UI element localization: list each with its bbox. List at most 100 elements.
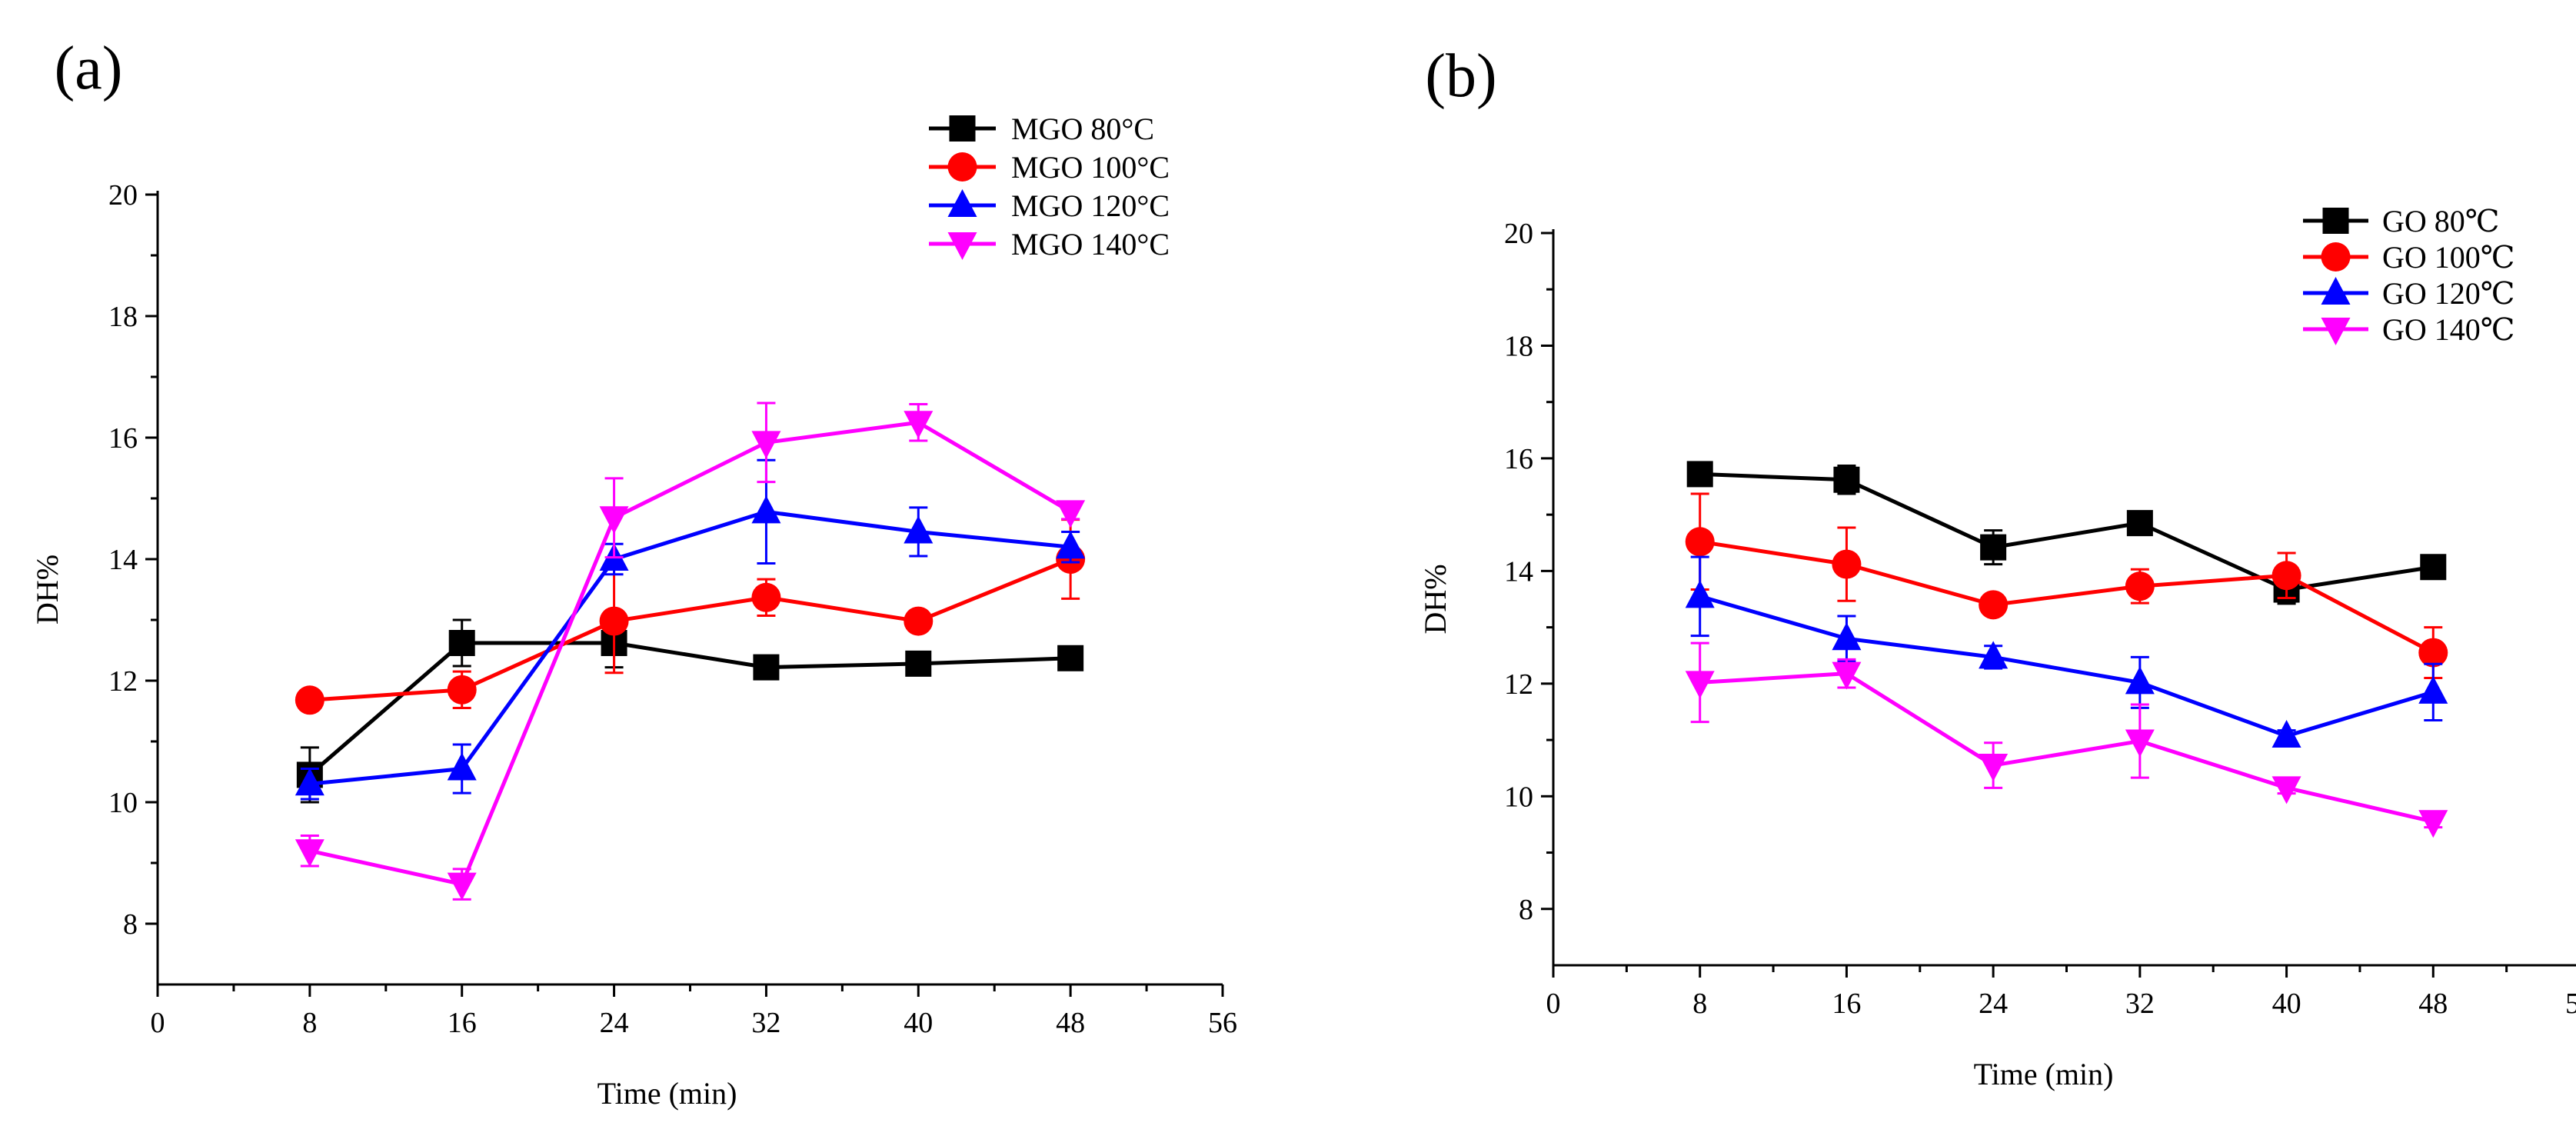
y-tick-label: 12 bbox=[1504, 668, 1533, 701]
data-point bbox=[2125, 666, 2155, 695]
data-point bbox=[599, 506, 629, 535]
y-axis-title: DH% bbox=[30, 555, 65, 625]
data-point bbox=[1980, 534, 2007, 561]
data-point bbox=[2271, 561, 2301, 591]
series-2 bbox=[1685, 492, 2448, 680]
data-point bbox=[753, 654, 780, 681]
data-point bbox=[1833, 466, 1860, 493]
data-point bbox=[295, 768, 324, 796]
series-1 bbox=[1686, 461, 2447, 605]
series-3 bbox=[295, 458, 1086, 801]
data-point bbox=[1057, 645, 1084, 671]
data-point bbox=[2418, 810, 2448, 838]
legend-marker bbox=[2321, 318, 2351, 345]
data-point bbox=[1832, 661, 1862, 690]
data-point bbox=[904, 606, 934, 636]
panel-label: (b) bbox=[1425, 42, 1496, 110]
y-tick-label: 10 bbox=[108, 787, 138, 819]
series-line bbox=[1699, 471, 2434, 592]
x-tick-label: 0 bbox=[151, 1007, 165, 1039]
x-tick-label: 24 bbox=[600, 1007, 629, 1039]
data-point bbox=[2125, 571, 2155, 601]
series-line bbox=[1699, 671, 2434, 824]
y-axis-title: DH% bbox=[1418, 564, 1453, 634]
x-axis-title: Time (min) bbox=[597, 1076, 737, 1111]
data-point bbox=[904, 515, 934, 544]
data-point bbox=[1979, 754, 2009, 782]
x-tick-label: 40 bbox=[2272, 988, 2301, 1020]
data-point bbox=[1979, 641, 2009, 669]
y-tick-label: 18 bbox=[1504, 330, 1533, 362]
x-tick-label: 8 bbox=[1692, 988, 1707, 1020]
legend-label: GO 120℃ bbox=[2382, 276, 2515, 311]
series-line bbox=[1699, 539, 2435, 655]
series-4 bbox=[295, 401, 1086, 901]
legend-label: GO 100℃ bbox=[2382, 240, 2515, 275]
legend-marker bbox=[949, 115, 976, 142]
chart-panel-a: (a) 0 8 16 24 32 40 48 56 8 10 12 14 16 18 20 Time (min)… bbox=[30, 35, 1237, 1111]
data-point bbox=[2126, 510, 2153, 537]
series-line bbox=[309, 557, 1072, 702]
data-point bbox=[447, 752, 477, 781]
data-point bbox=[1686, 461, 1713, 488]
series-line bbox=[1699, 594, 2435, 738]
x-axis-title: Time (min) bbox=[1974, 1057, 2114, 1091]
panel-label: (a) bbox=[55, 35, 123, 102]
series-4 bbox=[1685, 641, 2448, 838]
x-tick-label: 32 bbox=[751, 1007, 780, 1039]
y-tick-label: 8 bbox=[123, 908, 138, 941]
data-point bbox=[2271, 719, 2301, 748]
y-tick-label: 16 bbox=[108, 422, 138, 455]
y-tick-label: 12 bbox=[108, 665, 138, 698]
series-line bbox=[308, 641, 1071, 777]
x-tick-label: 56 bbox=[2565, 988, 2576, 1020]
data-point bbox=[1685, 671, 1715, 699]
legend-marker bbox=[2322, 208, 2349, 234]
x-tick-label: 8 bbox=[302, 1007, 317, 1039]
x-tick-label: 24 bbox=[1979, 988, 2008, 1020]
data-point bbox=[751, 582, 781, 612]
data-point bbox=[2418, 675, 2448, 704]
x-tick-label: 48 bbox=[2418, 988, 2448, 1020]
data-point bbox=[1832, 549, 1862, 579]
data-point bbox=[751, 495, 781, 524]
x-tick-label: 56 bbox=[1208, 1007, 1237, 1039]
legend-marker bbox=[947, 232, 977, 260]
data-point bbox=[751, 431, 781, 459]
x-tick-label: 40 bbox=[904, 1007, 933, 1039]
data-point bbox=[599, 606, 629, 636]
data-point bbox=[2271, 776, 2301, 805]
data-point bbox=[905, 650, 932, 677]
data-point bbox=[1056, 500, 1086, 528]
series-3 bbox=[1685, 555, 2448, 748]
x-tick-label: 48 bbox=[1056, 1007, 1085, 1039]
series-line bbox=[309, 509, 1071, 786]
data-point bbox=[2420, 554, 2447, 581]
y-tick-label: 10 bbox=[1504, 781, 1533, 813]
legend-label: MGO 140°C bbox=[1011, 227, 1170, 262]
y-tick-label: 14 bbox=[1504, 555, 1533, 588]
y-tick-label: 20 bbox=[1504, 218, 1533, 250]
legend-label: GO 140℃ bbox=[2382, 312, 2515, 347]
data-point bbox=[1685, 580, 1715, 608]
x-tick-label: 16 bbox=[448, 1007, 477, 1039]
legend-label: GO 80℃ bbox=[2382, 204, 2500, 238]
legend-marker bbox=[2321, 277, 2351, 305]
data-point bbox=[1685, 527, 1715, 557]
data-point bbox=[295, 685, 324, 715]
data-point bbox=[2418, 638, 2448, 668]
y-tick-label: 20 bbox=[108, 179, 138, 212]
y-tick-label: 18 bbox=[108, 301, 138, 333]
y-tick-label: 8 bbox=[1519, 894, 1533, 926]
x-tick-label: 16 bbox=[1832, 988, 1861, 1020]
y-tick-label: 16 bbox=[1504, 443, 1533, 475]
data-point bbox=[448, 630, 475, 657]
y-tick-label: 14 bbox=[108, 544, 138, 576]
legend-label: MGO 120°C bbox=[1011, 188, 1170, 223]
data-point bbox=[447, 872, 477, 901]
x-tick-label: 0 bbox=[1546, 988, 1561, 1020]
data-point bbox=[1832, 622, 1862, 651]
legend-label: MGO 80°C bbox=[1011, 112, 1154, 146]
data-point bbox=[904, 411, 934, 439]
x-tick-label: 32 bbox=[2125, 988, 2155, 1020]
